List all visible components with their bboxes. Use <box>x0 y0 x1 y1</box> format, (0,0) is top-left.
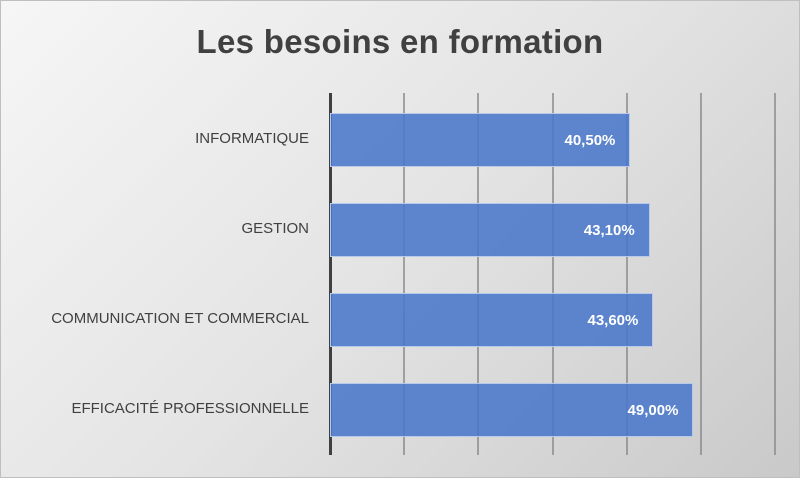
data-label: 40,50% <box>564 131 616 149</box>
gridline <box>625 93 628 455</box>
category-label: COMMUNICATION ET COMMERCIAL <box>51 310 309 327</box>
category-label: GESTION <box>241 220 309 237</box>
gridline <box>477 93 480 455</box>
gridline <box>699 93 702 455</box>
chart-title: Les besoins en formation <box>196 23 604 60</box>
bar: 40,50% <box>330 113 631 167</box>
plot-area: 40,50% 43,10% 43,60% 49,00% <box>329 93 780 455</box>
data-label: 43,60% <box>587 311 639 329</box>
data-label: 43,10% <box>583 221 635 239</box>
bar: 49,00% <box>330 383 694 437</box>
gridline <box>403 93 406 455</box>
gridline <box>774 93 776 455</box>
gridline <box>551 93 554 455</box>
data-label: 49,00% <box>627 401 679 419</box>
category-axis <box>329 93 332 455</box>
bar: 43,10% <box>330 203 650 257</box>
category-label: INFORMATIQUE <box>195 130 309 147</box>
category-label: EFFICACITÉ PROFESSIONNELLE <box>71 400 309 417</box>
bar: 43,60% <box>330 293 654 347</box>
